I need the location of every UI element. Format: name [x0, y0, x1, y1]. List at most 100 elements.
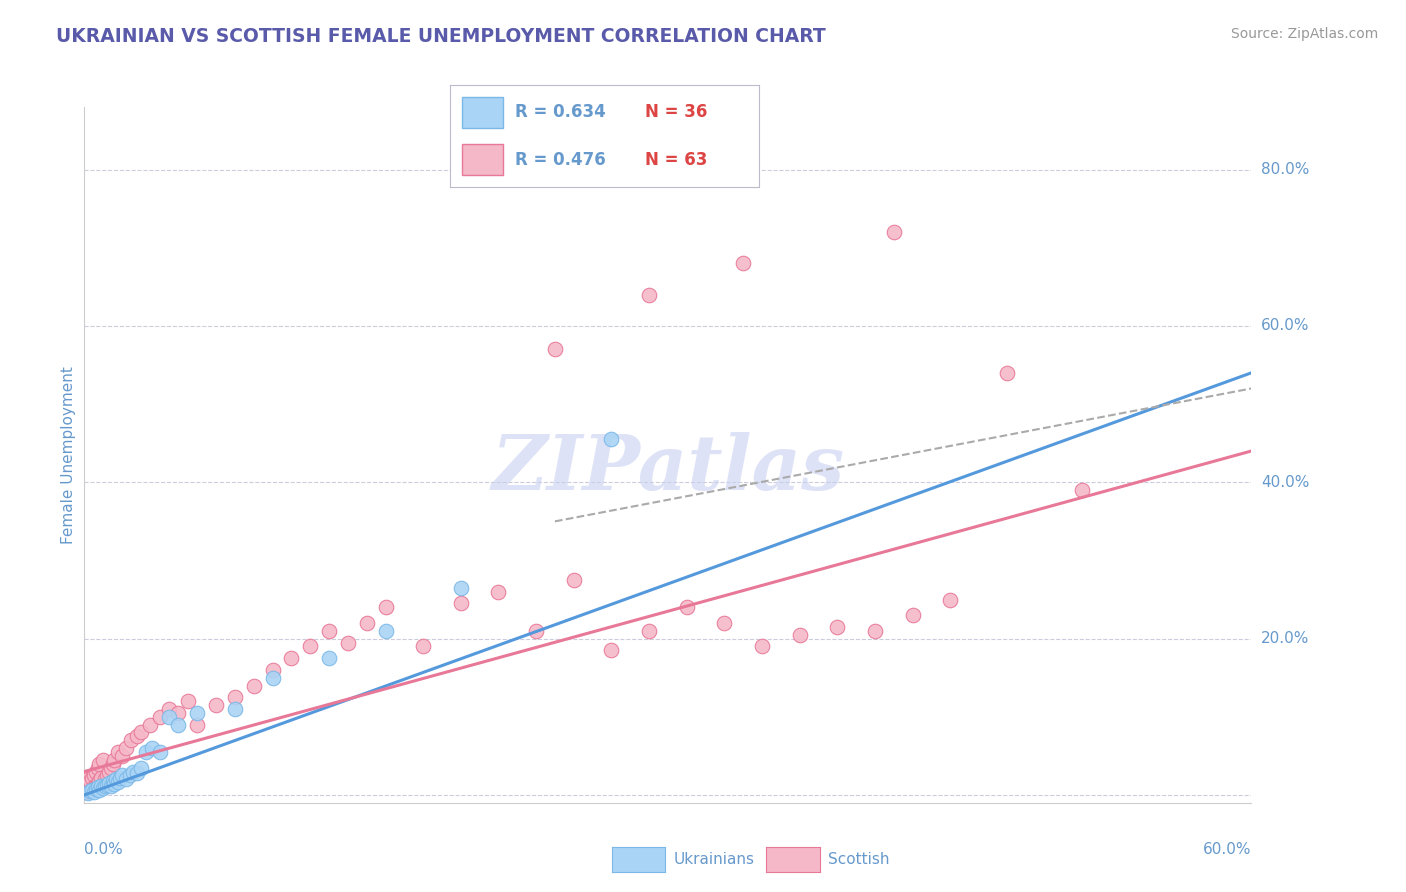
Point	[157, 702, 180, 716]
Point	[825, 620, 848, 634]
Point	[79, 784, 101, 798]
Text: Source: ZipAtlas.com: Source: ZipAtlas.com	[1230, 27, 1378, 41]
Point	[77, 783, 100, 797]
Point	[544, 343, 567, 357]
Point	[939, 592, 962, 607]
Point	[374, 600, 396, 615]
Point	[280, 651, 302, 665]
Point	[90, 771, 112, 785]
Point	[90, 779, 112, 793]
Point	[318, 651, 340, 665]
Point	[101, 773, 124, 788]
Point	[80, 783, 103, 797]
Point	[86, 780, 108, 794]
Point	[177, 694, 200, 708]
Point	[167, 706, 190, 720]
Point	[600, 643, 623, 657]
Point	[83, 785, 105, 799]
Point	[89, 782, 111, 797]
Y-axis label: Female Unemployment: Female Unemployment	[60, 366, 76, 544]
Point	[120, 733, 142, 747]
Point	[89, 756, 111, 771]
Point	[111, 748, 134, 763]
FancyBboxPatch shape	[463, 97, 502, 128]
Point	[1071, 483, 1094, 497]
Point	[91, 779, 114, 793]
Point	[77, 772, 100, 787]
Text: 60.0%: 60.0%	[1261, 318, 1309, 334]
Point	[84, 779, 107, 793]
Point	[141, 741, 163, 756]
Point	[262, 663, 284, 677]
Point	[450, 581, 472, 595]
FancyBboxPatch shape	[463, 145, 502, 175]
Point	[111, 768, 134, 782]
Text: 60.0%: 60.0%	[1204, 842, 1251, 857]
Point	[299, 640, 322, 654]
Point	[80, 771, 103, 785]
Point	[125, 730, 148, 744]
Point	[100, 779, 122, 793]
Point	[129, 725, 152, 739]
Text: Scottish: Scottish	[828, 853, 890, 867]
Text: 40.0%: 40.0%	[1261, 475, 1309, 490]
Point	[94, 772, 117, 787]
Point	[125, 766, 148, 780]
Point	[101, 756, 124, 771]
Point	[450, 597, 472, 611]
Point	[167, 717, 190, 731]
Point	[713, 615, 735, 630]
Point	[83, 780, 105, 794]
Point	[995, 366, 1018, 380]
Point	[79, 784, 101, 798]
Point	[129, 761, 152, 775]
Point	[108, 771, 131, 785]
Point	[100, 761, 122, 775]
Point	[675, 600, 697, 615]
Point	[224, 702, 246, 716]
Point	[789, 628, 811, 642]
Point	[96, 778, 118, 792]
Point	[638, 624, 661, 638]
Point	[96, 768, 118, 782]
Point	[114, 741, 136, 756]
Point	[374, 624, 396, 638]
Point	[91, 780, 114, 795]
Point	[412, 640, 434, 654]
Text: 0.0%: 0.0%	[84, 842, 124, 857]
Point	[318, 624, 340, 638]
Point	[97, 776, 120, 790]
Point	[751, 640, 773, 654]
Point	[89, 773, 111, 788]
Point	[94, 780, 117, 794]
Point	[186, 706, 208, 720]
Point	[336, 635, 359, 649]
Point	[149, 745, 172, 759]
Point	[84, 781, 107, 796]
Point	[157, 710, 180, 724]
Text: 20.0%: 20.0%	[1261, 632, 1309, 646]
Point	[103, 777, 125, 791]
Point	[149, 710, 172, 724]
Point	[638, 287, 661, 301]
Point	[79, 773, 101, 788]
Point	[262, 671, 284, 685]
Point	[524, 624, 547, 638]
Text: R = 0.634: R = 0.634	[515, 103, 606, 121]
Text: Ukrainians: Ukrainians	[673, 853, 755, 867]
Text: R = 0.476: R = 0.476	[515, 151, 606, 169]
Point	[883, 225, 905, 239]
Point	[242, 679, 264, 693]
Point	[80, 781, 103, 796]
Text: UKRAINIAN VS SCOTTISH FEMALE UNEMPLOYMENT CORRELATION CHART: UKRAINIAN VS SCOTTISH FEMALE UNEMPLOYMEN…	[56, 27, 825, 45]
Point	[356, 615, 378, 630]
Point	[224, 690, 246, 705]
Point	[107, 745, 129, 759]
Point	[77, 786, 100, 800]
Point	[97, 764, 120, 779]
Point	[114, 772, 136, 787]
Point	[562, 573, 585, 587]
Point	[103, 753, 125, 767]
Point	[107, 775, 129, 789]
Point	[86, 776, 108, 790]
